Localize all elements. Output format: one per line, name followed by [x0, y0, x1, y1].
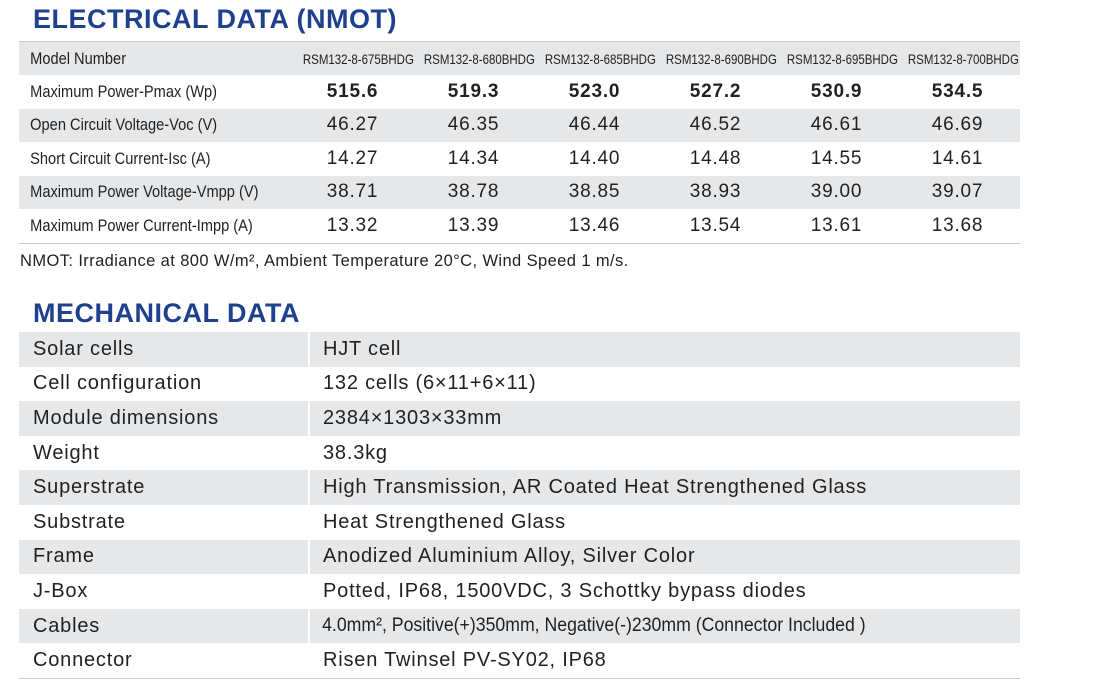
- table-row: Solar cells HJT cell: [19, 332, 1020, 367]
- spec-value: Anodized Aluminium Alloy, Silver Color: [323, 545, 696, 568]
- row-label: Maximum Power Voltage-Vmpp (V): [30, 182, 259, 202]
- value-cell: 39.07: [931, 181, 984, 203]
- value-cell: 38.85: [568, 181, 621, 203]
- value-cell: 14.40: [568, 147, 621, 169]
- spec-value: 38.3kg: [323, 441, 388, 464]
- spec-key: Substrate: [19, 504, 310, 540]
- table-row: Connector Risen Twinsel PV-SY02, IP68: [19, 643, 1020, 678]
- spec-key: Frame: [19, 539, 310, 575]
- value-cell: 13.39: [447, 214, 500, 236]
- value-cell: 46.44: [568, 114, 621, 136]
- model-cell: RSM132-8-690BHDG: [665, 50, 777, 67]
- value-cell: 46.27: [326, 114, 379, 136]
- nmot-footnote: NMOT: Irradiance at 800 W/m², Ambient Te…: [20, 252, 629, 270]
- value-cell: 46.69: [931, 114, 984, 136]
- value-cell: 13.32: [326, 214, 379, 236]
- electrical-data-table: Model Number RSM132-8-675BHDG RSM132-8-6…: [19, 41, 1020, 244]
- value-cell: 14.48: [689, 147, 742, 169]
- table-row: Cables 4.0mm², Positive(+)350mm, Negativ…: [19, 608, 1020, 644]
- table-row: Weight 38.3kg: [19, 435, 1020, 471]
- value-cell: 38.71: [326, 181, 379, 203]
- spec-key: Superstrate: [19, 470, 310, 505]
- spec-key: Weight: [19, 435, 310, 471]
- spec-value: High Transmission, AR Coated Heat Streng…: [323, 476, 868, 499]
- table-row: Cell configuration 132 cells (6×11+6×11): [19, 366, 1020, 402]
- table-row: Frame Anodized Aluminium Alloy, Silver C…: [19, 539, 1020, 575]
- value-cell: 38.93: [689, 181, 742, 203]
- value-cell: 13.61: [810, 214, 863, 236]
- mechanical-data-table: Solar cells HJT cell Cell configuration …: [19, 332, 1020, 679]
- table-row: Maximum Power Current-Impp (A) 13.32 13.…: [19, 209, 1020, 243]
- value-cell: 534.5: [931, 80, 984, 102]
- spec-value: HJT cell: [323, 337, 402, 360]
- table-row: Short Circuit Current-Isc (A) 14.27 14.3…: [19, 142, 1020, 176]
- row-label: Open Circuit Voltage-Voc (V): [30, 115, 218, 135]
- spec-value: 4.0mm², Positive(+)350mm, Negative(-)230…: [322, 615, 866, 637]
- table-row: Open Circuit Voltage-Voc (V) 46.27 46.35…: [19, 108, 1020, 142]
- value-cell: 39.00: [810, 181, 863, 203]
- spec-value: Potted, IP68, 1500VDC, 3 Schottky bypass…: [323, 579, 807, 602]
- value-cell: 530.9: [810, 80, 863, 102]
- value-cell: 14.61: [931, 147, 984, 169]
- value-cell: 14.27: [326, 147, 379, 169]
- table-row: Maximum Power-Pmax (Wp) 515.6 519.3 523.…: [19, 75, 1020, 109]
- spec-value: Heat Strengthened Glass: [323, 510, 566, 533]
- value-cell: 13.54: [689, 214, 742, 236]
- value-cell: 13.46: [568, 214, 621, 236]
- value-cell: 46.61: [810, 114, 863, 136]
- value-cell: 46.35: [447, 114, 500, 136]
- value-cell: 515.6: [326, 80, 379, 102]
- value-cell: 14.55: [810, 147, 863, 169]
- value-cell: 519.3: [447, 80, 500, 102]
- value-cell: 46.52: [689, 114, 742, 136]
- mechanical-data-title: MECHANICAL DATA: [33, 298, 300, 328]
- spec-value: 132 cells (6×11+6×11): [323, 372, 537, 395]
- model-cell: RSM132-8-685BHDG: [544, 50, 656, 67]
- spec-key: J-Box: [19, 574, 310, 609]
- value-cell: 14.34: [447, 147, 500, 169]
- spec-key: Connector: [19, 643, 310, 678]
- value-cell: 523.0: [568, 80, 621, 102]
- table-row: Superstrate High Transmission, AR Coated…: [19, 470, 1020, 505]
- spec-key: Solar cells: [19, 332, 310, 367]
- value-cell: 527.2: [689, 80, 742, 102]
- table-row: J-Box Potted, IP68, 1500VDC, 3 Schottky …: [19, 574, 1020, 609]
- model-cell: RSM132-8-680BHDG: [423, 50, 535, 67]
- table-row: Module dimensions 2384×1303×33mm: [19, 401, 1020, 436]
- value-cell: 13.68: [931, 214, 984, 236]
- spec-value: 2384×1303×33mm: [323, 406, 503, 429]
- table-row: Substrate Heat Strengthened Glass: [19, 504, 1020, 540]
- row-label: Maximum Power-Pmax (Wp): [30, 81, 218, 101]
- model-cell: RSM132-8-700BHDG: [907, 50, 1019, 67]
- model-cell: RSM132-8-675BHDG: [302, 50, 414, 67]
- model-number-label: Model Number: [30, 48, 127, 68]
- model-number-row: Model Number RSM132-8-675BHDG RSM132-8-6…: [19, 42, 1020, 75]
- spec-key: Module dimensions: [19, 401, 310, 436]
- spec-value: Risen Twinsel PV-SY02, IP68: [323, 649, 607, 672]
- row-label: Maximum Power Current-Impp (A): [30, 215, 253, 235]
- model-cell: RSM132-8-695BHDG: [786, 50, 898, 67]
- table-row: Maximum Power Voltage-Vmpp (V) 38.71 38.…: [19, 175, 1020, 209]
- value-cell: 38.78: [447, 181, 500, 203]
- spec-key: Cell configuration: [19, 366, 310, 402]
- row-label: Short Circuit Current-Isc (A): [30, 148, 211, 168]
- spec-key: Cables: [19, 608, 310, 644]
- electrical-data-title: ELECTRICAL DATA (NMOT): [33, 4, 397, 34]
